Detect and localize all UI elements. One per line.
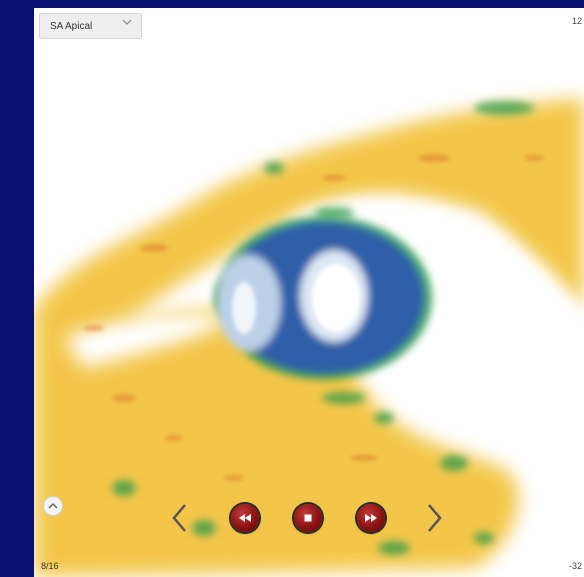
fast-forward-icon (365, 514, 377, 522)
rewind-icon (239, 514, 251, 522)
view-select-dropdown[interactable]: SA Apical (39, 13, 142, 39)
short-axis-strain-image (34, 98, 584, 577)
chevron-right-icon (428, 504, 442, 532)
view-select-value: SA Apical (50, 21, 93, 32)
chevron-up-icon (48, 502, 58, 509)
scale-min-label: -32 (568, 561, 582, 571)
next-frame-button[interactable] (424, 502, 444, 539)
chevron-down-icon (122, 17, 132, 30)
rewind-button[interactable] (231, 504, 259, 532)
collapse-controls-button[interactable] (43, 496, 63, 516)
stop-icon (304, 514, 312, 522)
stop-button[interactable] (294, 504, 322, 532)
image-viewer[interactable]: SA Apical 12 -32 8/16 (34, 8, 584, 577)
frame-counter: 8/16 (41, 561, 59, 571)
previous-frame-button[interactable] (170, 502, 190, 539)
fast-forward-button[interactable] (357, 504, 385, 532)
chevron-left-icon (172, 504, 186, 532)
scale-max-label: 12 (571, 16, 582, 26)
